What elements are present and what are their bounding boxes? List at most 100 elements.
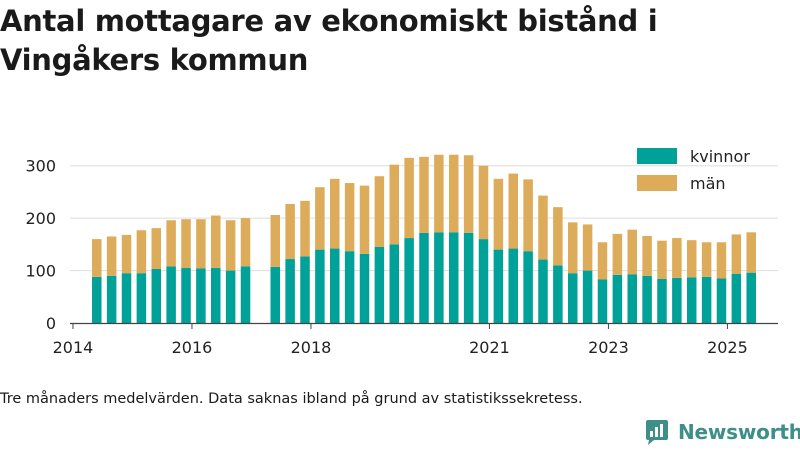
y-tick-label: 0 xyxy=(46,314,56,333)
bar-man xyxy=(166,220,176,267)
brand-logo[interactable]: Newsworthy xyxy=(644,419,800,445)
bar-man xyxy=(478,165,489,240)
x-tick-label: 2016 xyxy=(172,338,213,357)
bar-man xyxy=(567,222,578,274)
bar-man xyxy=(121,234,132,274)
y-tick-label: 200 xyxy=(25,209,56,228)
bar-man xyxy=(746,232,756,273)
footnote: Tre månaders medelvärden. Data saknas ib… xyxy=(0,391,583,407)
bar-kvinnor xyxy=(746,272,756,323)
legend-swatch-man xyxy=(637,175,677,191)
bar-kvinnor xyxy=(389,244,399,323)
y-tick-label: 300 xyxy=(25,157,56,176)
bar-kvinnor xyxy=(136,273,147,323)
bar-man xyxy=(672,238,682,278)
brand-name: Newsworthy xyxy=(678,420,800,444)
bar-kvinnor xyxy=(419,232,429,323)
bar-man xyxy=(330,178,340,249)
bar-kvinnor xyxy=(701,276,712,323)
bar-man xyxy=(612,233,623,275)
bar-kvinnor xyxy=(434,232,444,323)
bar-kvinnor xyxy=(567,273,578,323)
legend-label-man: män xyxy=(690,174,726,193)
bar-kvinnor xyxy=(523,251,533,323)
bar-kvinnor xyxy=(582,270,593,323)
bar-man xyxy=(315,187,325,250)
x-tick-label: 2025 xyxy=(707,338,748,357)
x-tick-label: 2021 xyxy=(469,338,510,357)
bar-kvinnor xyxy=(211,267,221,323)
bar-kvinnor xyxy=(196,268,206,323)
bar-man xyxy=(92,239,102,277)
bar-kvinnor xyxy=(225,270,236,323)
legend-label-kvinnor: kvinnor xyxy=(690,147,750,166)
bar-kvinnor xyxy=(538,259,548,323)
bar-man xyxy=(597,242,608,280)
bar-kvinnor xyxy=(300,256,310,323)
bar-man xyxy=(225,220,236,271)
legend-swatch-kvinnor xyxy=(637,148,677,164)
bar-man xyxy=(404,157,414,239)
x-axis: 2014 2016 2018 2021 2023 2025 xyxy=(53,323,748,357)
bar-kvinnor xyxy=(285,259,295,323)
bar-kvinnor xyxy=(330,248,340,323)
bars xyxy=(92,154,756,323)
bar-kvinnor xyxy=(374,246,385,323)
bar-kvinnor xyxy=(359,253,370,323)
bar-man xyxy=(716,242,727,279)
bar-kvinnor xyxy=(597,279,608,323)
bar-man xyxy=(701,242,712,277)
bar-man xyxy=(553,207,563,266)
bar-kvinnor xyxy=(627,274,637,323)
bar-kvinnor xyxy=(731,273,742,323)
bar-kvinnor xyxy=(553,265,563,323)
bar-kvinnor xyxy=(672,277,682,323)
bar-kvinnor xyxy=(463,232,474,323)
bar-man xyxy=(463,155,474,233)
y-axis-labels: 0 100 200 300 xyxy=(25,157,56,333)
bar-man xyxy=(270,215,281,267)
x-tick-label: 2023 xyxy=(588,338,629,357)
bar-man xyxy=(374,176,385,247)
bar-kvinnor xyxy=(508,248,518,323)
bar-kvinnor xyxy=(270,266,281,323)
bar-man xyxy=(181,219,191,268)
bar-man xyxy=(642,235,652,276)
bar-kvinnor xyxy=(612,274,623,323)
bar-man xyxy=(300,200,310,257)
y-tick-label: 100 xyxy=(25,262,56,281)
bar-man xyxy=(344,183,355,252)
bar-man xyxy=(538,195,548,260)
bar-man xyxy=(493,178,504,250)
bar-man xyxy=(523,179,533,252)
x-tick-label: 2014 xyxy=(53,338,94,357)
bar-man xyxy=(419,156,429,233)
bar-kvinnor xyxy=(493,249,504,323)
bar-man xyxy=(106,236,117,276)
x-tick-label: 2018 xyxy=(291,338,332,357)
bar-kvinnor xyxy=(181,267,191,323)
bar-man xyxy=(434,154,444,233)
bar-kvinnor xyxy=(315,249,325,323)
bar-man xyxy=(240,218,251,267)
bar-chart: 0 100 200 300 2014 2016 2018 2021 2023 2025 kvin… xyxy=(25,147,778,357)
bar-man xyxy=(285,204,295,260)
bar-kvinnor xyxy=(686,277,697,323)
bar-kvinnor xyxy=(449,232,459,323)
bar-man xyxy=(136,230,147,274)
bar-kvinnor xyxy=(240,266,251,323)
bar-kvinnor xyxy=(166,266,176,323)
bar-man xyxy=(686,240,697,278)
bar-man xyxy=(359,185,370,254)
bar-man xyxy=(196,219,206,269)
legend: kvinnor män xyxy=(637,147,750,193)
bar-man xyxy=(211,215,221,268)
bar-man xyxy=(389,164,399,245)
bar-kvinnor xyxy=(106,275,117,323)
bar-kvinnor xyxy=(657,278,667,323)
bar-kvinnor xyxy=(404,238,414,323)
bar-kvinnor xyxy=(344,251,355,323)
bar-man xyxy=(508,173,518,249)
chart-title: Antal mottagare av ekonomiskt bistånd i … xyxy=(0,4,658,77)
bar-man xyxy=(449,154,459,233)
